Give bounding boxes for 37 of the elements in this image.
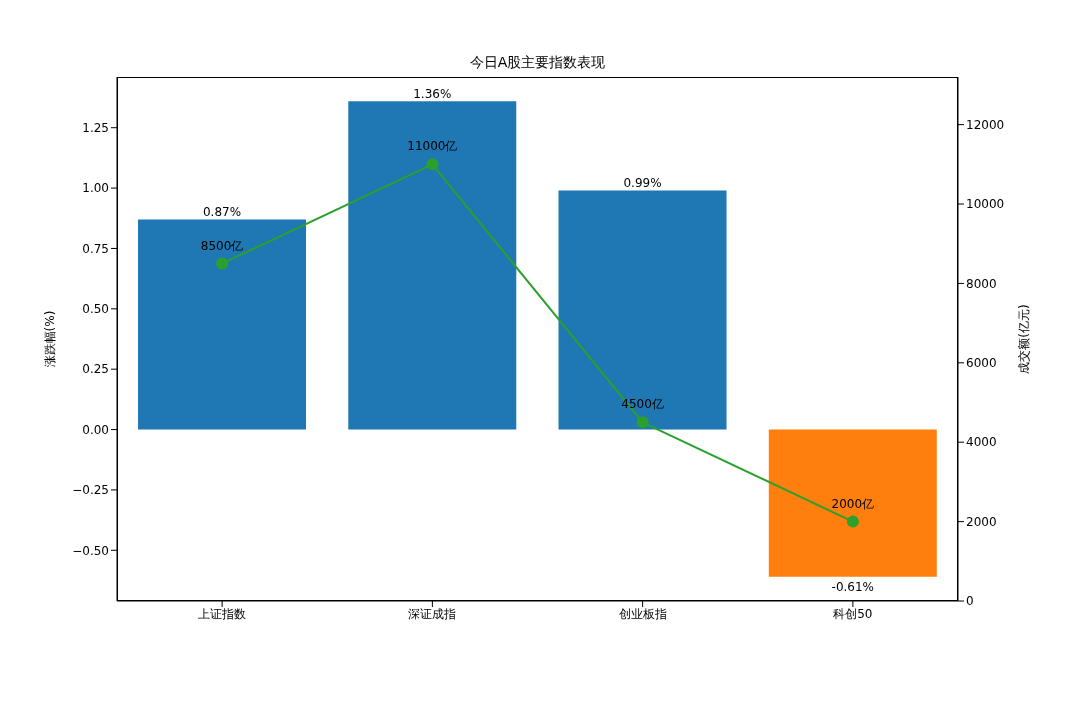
y-tick-label: 0.75	[82, 241, 109, 256]
y2-tick-label: 4000	[966, 435, 997, 450]
y-tick-label: −0.50	[72, 543, 109, 558]
point	[636, 416, 649, 429]
x-tick-label: 上证指数	[198, 606, 247, 621]
bar	[348, 101, 517, 430]
y2-tick-label: 8000	[966, 276, 997, 291]
y2-tick-label: 6000	[966, 356, 997, 371]
x-tick-label: 深证成指	[408, 606, 457, 621]
y-axis-title: 涨跌幅(%)	[43, 310, 58, 368]
y-tick-label: −0.25	[72, 483, 109, 498]
bar	[768, 429, 937, 577]
x-tick-label: 科创50	[833, 606, 873, 621]
y2-tick-label: 10000	[966, 197, 1005, 212]
bar	[138, 219, 307, 430]
y2-tick-label: 0	[966, 594, 974, 609]
bar	[558, 190, 727, 430]
x-tick-label: 创业板指	[618, 606, 667, 621]
y2-tick-label: 2000	[966, 514, 997, 529]
data-label: 8500亿	[200, 238, 244, 253]
data-label: 0.99%	[623, 176, 662, 191]
chart-title: 今日A股主要指数表现	[468, 54, 607, 72]
point	[216, 257, 229, 270]
y-tick-label: 0.50	[82, 302, 109, 317]
data-label: 0.87%	[202, 205, 242, 220]
y2-tick-label: 12000	[966, 117, 1005, 132]
point	[426, 158, 439, 171]
data-label: -0.61%	[831, 579, 874, 594]
y-tick-label: 0.25	[82, 362, 109, 377]
data-label: 2000亿	[831, 496, 875, 511]
y-tick-label: 1.00	[82, 181, 109, 196]
data-label: 1.36%	[413, 87, 452, 102]
data-label: 11000亿	[407, 139, 458, 154]
y-tick-label: 1.25	[82, 120, 109, 135]
y2-axis-title: 成交额(亿元)	[1017, 304, 1032, 374]
y-tick-label: 0.00	[82, 422, 109, 437]
point	[846, 515, 859, 528]
